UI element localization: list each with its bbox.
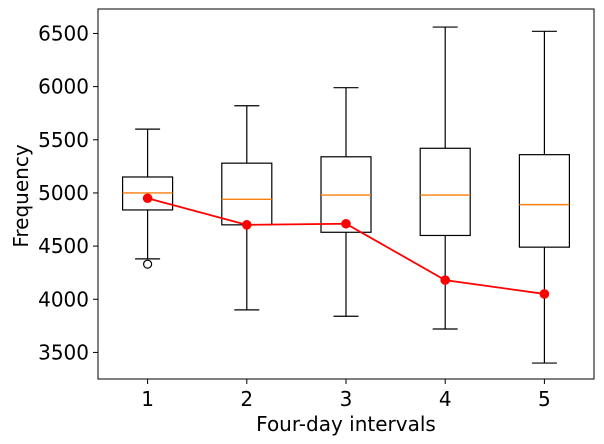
box-4	[419, 147, 471, 237]
box-1-outlier-1	[143, 259, 153, 269]
axes-layer: 1 2 3 4 5 3500 4000 4500 5000 5500 6000 6500	[38, 8, 595, 411]
box-5	[518, 154, 571, 248]
y-tick-label-5500: 5500	[38, 128, 89, 152]
x-axis-label: Four-day intervals	[256, 412, 436, 436]
x-tick-label-4: 4	[439, 387, 452, 411]
x-tick-label-2: 2	[240, 387, 253, 411]
line-point-1	[142, 193, 153, 204]
x-tick-label-5: 5	[538, 387, 551, 411]
line-point-3	[341, 218, 351, 229]
y-tick-label-5000: 5000	[38, 181, 89, 205]
y-tick-label-6000: 6000	[38, 75, 89, 99]
y-tick-label-4500: 4500	[38, 234, 89, 258]
x-tick-label-1: 1	[141, 387, 154, 411]
y-tick-label-6500: 6500	[38, 21, 89, 45]
line-series-layer	[142, 193, 550, 299]
line-point-5	[539, 289, 550, 299]
x-tick-label-3: 3	[340, 387, 353, 411]
boxes-layer	[121, 26, 571, 364]
y-tick-label-3500: 3500	[38, 340, 89, 364]
y-tick-label-4000: 4000	[38, 287, 89, 311]
y-axis-label: Frequency	[9, 144, 33, 247]
box-2	[221, 162, 273, 226]
line-point-4	[440, 275, 451, 285]
line-point-2	[242, 220, 252, 230]
